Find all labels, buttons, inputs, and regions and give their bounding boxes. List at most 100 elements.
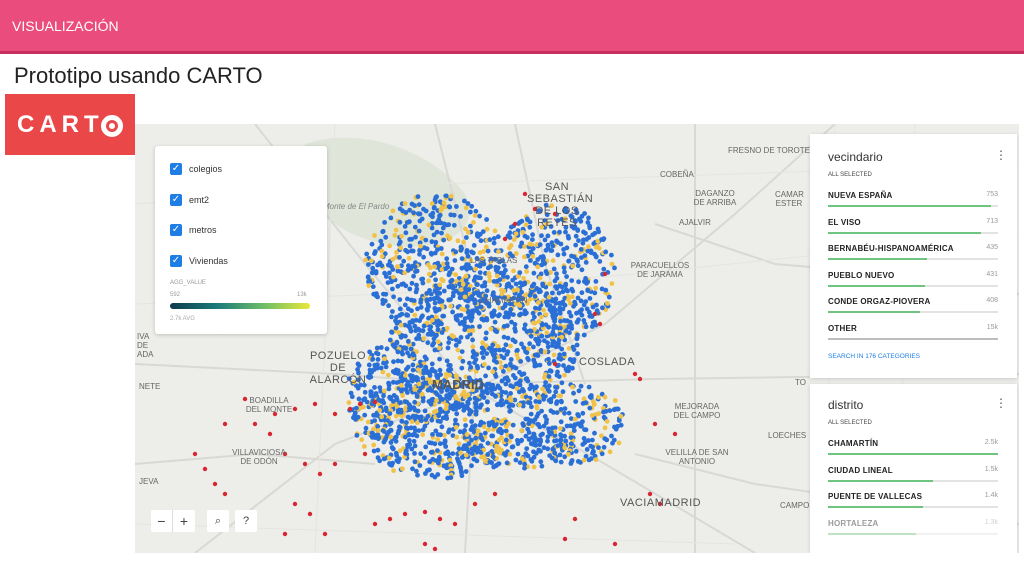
category-row[interactable]: PUEBLO NUEVO 431 — [828, 271, 998, 295]
data-point — [551, 339, 557, 345]
data-point — [609, 433, 614, 439]
checkbox-icon[interactable]: ✓ — [170, 194, 182, 206]
category-row[interactable]: EL VISO 713 — [828, 218, 998, 242]
more-options-icon[interactable]: ⋮ — [995, 148, 1007, 162]
checkbox-icon[interactable]: ✓ — [170, 163, 182, 175]
data-point — [416, 336, 422, 341]
data-point — [576, 413, 581, 419]
data-point — [505, 274, 510, 280]
layer-toggle-emt2[interactable]: ✓ emt2 — [170, 193, 209, 207]
help-button[interactable]: ? — [235, 510, 257, 532]
data-point — [282, 531, 288, 537]
data-point — [441, 288, 447, 294]
data-point — [532, 314, 537, 320]
search-button[interactable]: ⌕ — [207, 510, 229, 532]
data-point — [517, 270, 523, 275]
data-point — [609, 281, 615, 286]
data-point — [534, 286, 540, 291]
data-point — [477, 324, 482, 329]
data-point — [404, 448, 409, 454]
data-point — [473, 435, 478, 441]
data-point — [389, 445, 395, 450]
data-point — [393, 450, 399, 456]
data-point — [550, 425, 555, 431]
data-point — [604, 437, 610, 443]
search-categories-link[interactable]: SEARCH IN 176 CATEGORIES — [828, 353, 920, 360]
category-row[interactable]: PUENTE DE VALLECAS 1.4k — [828, 492, 998, 516]
data-point — [593, 322, 599, 328]
data-point — [407, 243, 413, 249]
category-row[interactable]: NUEVA ESPAÑA 753 — [828, 191, 998, 215]
data-point — [453, 373, 459, 379]
data-point — [493, 448, 499, 454]
data-point — [529, 404, 534, 410]
data-point — [418, 414, 424, 420]
data-point — [437, 290, 443, 296]
data-point — [566, 258, 572, 264]
data-point — [550, 331, 555, 337]
data-point — [578, 247, 584, 252]
data-point — [416, 228, 422, 234]
data-point — [593, 244, 599, 250]
data-point — [486, 427, 491, 433]
data-point — [434, 332, 439, 338]
data-point — [573, 399, 579, 404]
checkbox-icon[interactable]: ✓ — [170, 255, 182, 267]
category-row[interactable]: CONDE ORGAZ-PIOVERA 408 — [828, 297, 998, 321]
layer-toggle-metros[interactable]: ✓ metros — [170, 223, 217, 237]
category-row[interactable]: BERNABÉU-HISPANOAMÉRICA 435 — [828, 244, 998, 268]
category-row[interactable]: HORTALEZA 1.3k — [828, 519, 998, 543]
category-row[interactable]: CIUDAD LINEAL 1.5k — [828, 466, 998, 490]
data-point — [511, 237, 517, 242]
data-point — [456, 441, 462, 447]
data-point — [451, 222, 457, 228]
carto-logo: CART — [5, 94, 135, 155]
data-point — [501, 263, 507, 268]
data-point — [472, 213, 478, 218]
data-point — [477, 250, 483, 255]
data-point — [494, 402, 500, 408]
layer-toggle-viviendas[interactable]: ✓ Viviendas — [170, 254, 228, 268]
data-point — [596, 411, 602, 416]
data-point — [441, 237, 447, 243]
layer-toggle-colegios[interactable]: ✓ colegios — [170, 162, 222, 176]
data-point — [553, 296, 559, 302]
data-point — [506, 404, 512, 409]
data-point — [587, 223, 592, 229]
data-point — [458, 335, 464, 340]
data-point — [449, 333, 455, 338]
data-point — [399, 358, 405, 364]
data-point — [558, 241, 564, 247]
data-point — [349, 394, 355, 400]
data-point — [376, 397, 381, 403]
data-point — [362, 451, 368, 457]
category-bar-fill — [828, 284, 925, 287]
category-row[interactable]: CHAMARTÍN 2.5k — [828, 439, 998, 463]
data-point — [485, 407, 490, 413]
category-row[interactable]: OTHER 15k — [828, 324, 998, 348]
data-point — [539, 224, 545, 230]
data-point — [508, 343, 513, 349]
data-point — [484, 226, 490, 232]
map-view[interactable]: FRESNO DE TOROTE COBEÑA DAGANZO DE ARRIB… — [135, 124, 1019, 553]
data-point — [554, 401, 559, 406]
data-point — [463, 423, 468, 428]
data-point — [365, 275, 371, 280]
data-point — [499, 287, 504, 293]
more-options-icon[interactable]: ⋮ — [995, 396, 1007, 410]
checkbox-icon[interactable]: ✓ — [170, 224, 182, 236]
data-point — [553, 458, 559, 464]
zoom-out-button[interactable]: − — [151, 510, 173, 532]
data-point — [513, 281, 519, 287]
data-point — [511, 288, 517, 293]
data-point — [612, 265, 617, 271]
data-point — [471, 220, 476, 225]
zoom-in-button[interactable]: + — [173, 510, 195, 532]
data-point — [558, 407, 564, 412]
data-point — [453, 249, 459, 255]
data-point — [499, 389, 505, 395]
data-point — [575, 459, 581, 464]
data-point — [446, 340, 452, 345]
data-point — [398, 334, 404, 340]
data-point — [371, 442, 377, 448]
